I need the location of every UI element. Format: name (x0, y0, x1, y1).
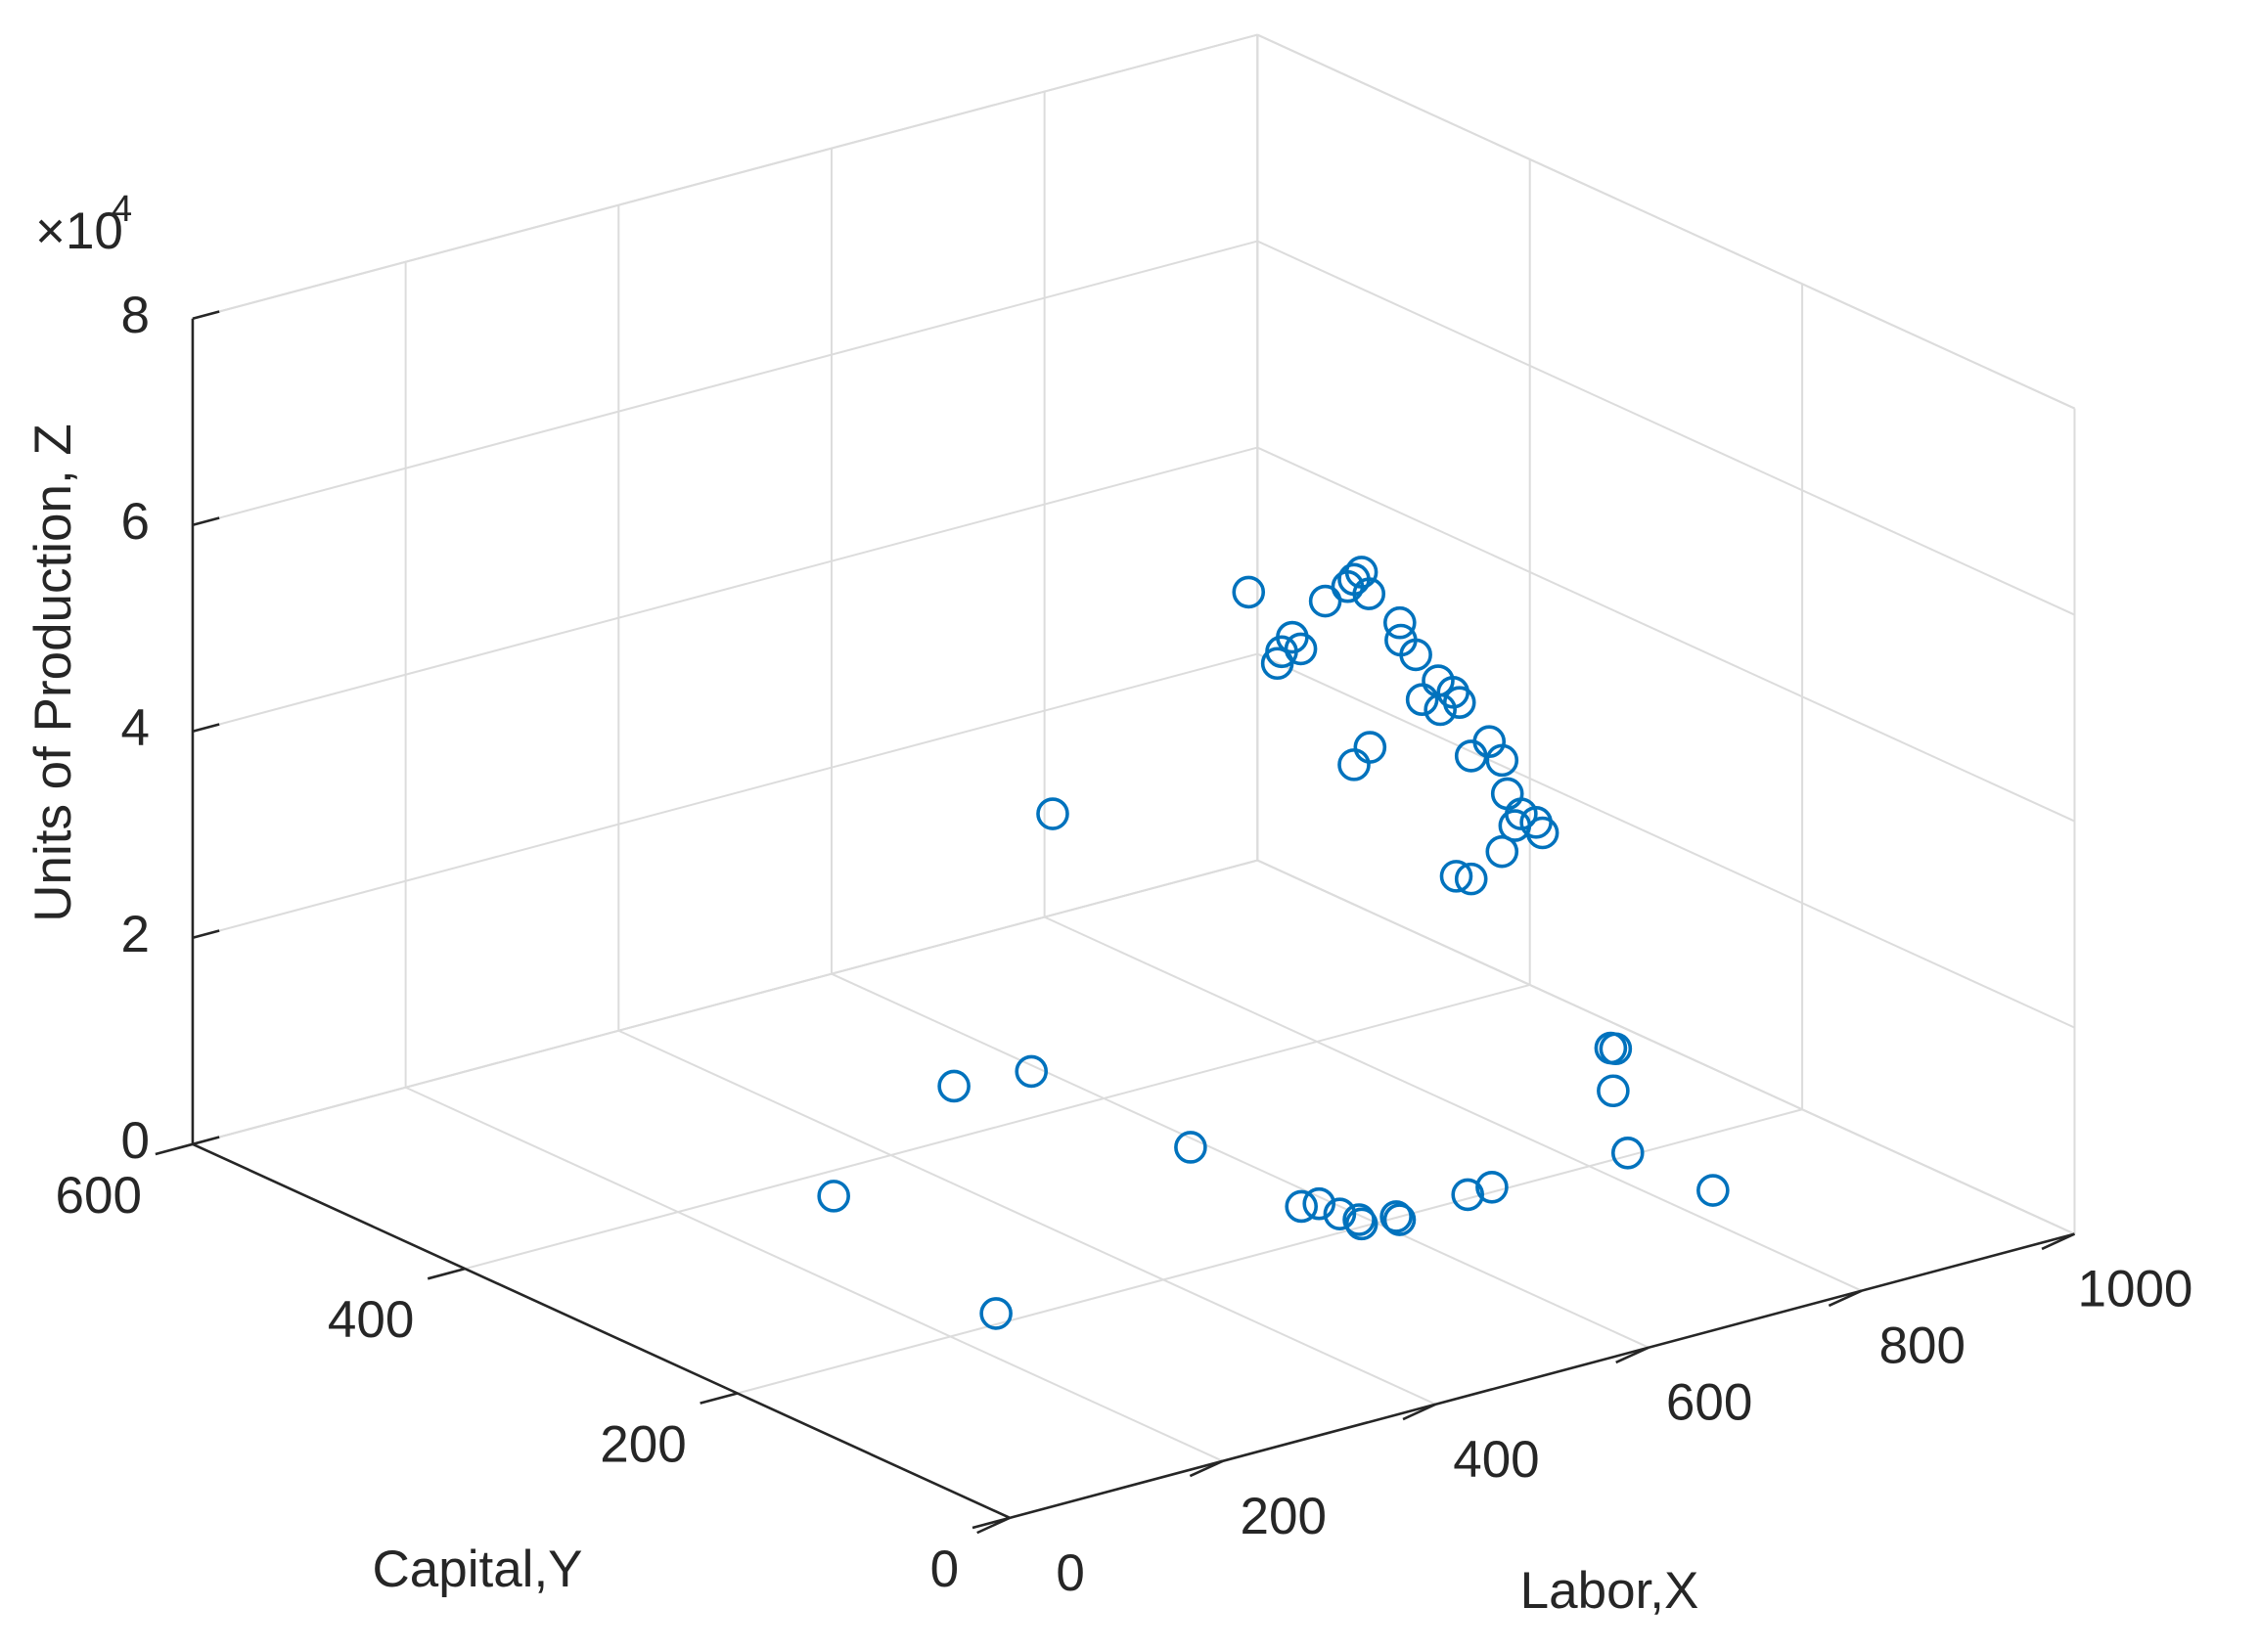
point (1439, 860, 1473, 893)
grid-line (192, 240, 1258, 526)
point (1490, 777, 1524, 811)
point (1485, 743, 1519, 778)
point (1405, 683, 1439, 716)
point (1597, 1074, 1630, 1108)
grid-line (192, 446, 1258, 733)
point (1696, 1174, 1730, 1207)
point (1525, 816, 1559, 850)
x-tick-label: 400 (1453, 1431, 1539, 1489)
grid-line (192, 652, 1258, 939)
grid-line (1256, 240, 2075, 616)
z-tick-label: 4 (120, 699, 149, 757)
point (1260, 647, 1294, 681)
point (1382, 605, 1417, 640)
z-tick (192, 310, 220, 321)
grid-line (405, 1086, 1224, 1462)
y-tick (155, 1142, 194, 1156)
points (817, 556, 1730, 1330)
y-tick-label: 400 (328, 1291, 414, 1349)
point (1451, 1178, 1485, 1212)
grid (191, 33, 2076, 1519)
point (1323, 1197, 1357, 1230)
z-axis-label: Units of Production, Z (24, 424, 82, 922)
point (1442, 686, 1476, 720)
z-tick-label: 0 (120, 1112, 149, 1170)
x-tick-label: 800 (1879, 1317, 1966, 1375)
y-tick-label: 200 (600, 1416, 686, 1474)
z-multiplier: ×10 (35, 202, 123, 260)
z-tick (192, 1136, 220, 1146)
y-axis-label: Capital,Y (372, 1540, 582, 1598)
point (1610, 1136, 1645, 1170)
grid-line (1256, 33, 2075, 410)
y-axis (192, 1142, 1011, 1520)
y-tick (972, 1516, 1011, 1530)
point (1454, 739, 1488, 773)
point (1174, 1131, 1207, 1164)
point (1308, 584, 1342, 618)
point (1424, 692, 1457, 727)
point (1475, 1171, 1509, 1204)
point (1353, 731, 1387, 764)
point (937, 1069, 971, 1103)
x-tick-label: 600 (1666, 1374, 1752, 1432)
point (1342, 1203, 1376, 1236)
point (1454, 862, 1488, 896)
x-tick-label: 0 (1056, 1544, 1084, 1602)
grid-line (465, 983, 1530, 1271)
z-tick-label: 8 (120, 287, 149, 344)
point (1344, 1207, 1379, 1241)
point (1337, 748, 1371, 781)
grid-line (1044, 915, 1863, 1292)
point (1015, 1054, 1049, 1089)
y-tick (427, 1267, 466, 1280)
point (1352, 577, 1386, 610)
point (1232, 575, 1266, 609)
x-tick-label: 1000 (2078, 1261, 2193, 1318)
x-axis-label: Labor,X (1520, 1562, 1699, 1620)
z-tick-label: 6 (120, 493, 149, 551)
point (1284, 632, 1318, 666)
grid-line (1256, 652, 2075, 1029)
grid-line (617, 1029, 1436, 1406)
z-tick (192, 516, 220, 527)
point (1485, 834, 1519, 869)
grid-line (1256, 859, 2075, 1235)
point (1382, 1203, 1417, 1236)
point (1399, 638, 1432, 672)
x-tick-label: 200 (1241, 1488, 1327, 1545)
z-tick-label: 2 (120, 906, 149, 963)
y-tick-label: 600 (56, 1167, 142, 1225)
grid-line (192, 33, 1258, 320)
z-tick (192, 723, 220, 734)
z-multiplier-power: 4 (112, 189, 132, 230)
point (817, 1180, 850, 1213)
point (1594, 1031, 1628, 1065)
grid-line (1256, 446, 2075, 823)
point (1379, 1200, 1413, 1233)
z-tick (192, 929, 220, 940)
x-axis (1009, 1232, 2075, 1520)
grid-line (192, 859, 1258, 1145)
point (1302, 1186, 1336, 1221)
y-tick (700, 1392, 739, 1405)
point (979, 1297, 1013, 1330)
point (1036, 797, 1069, 830)
grid-line (831, 972, 1650, 1349)
y-tick-label: 0 (930, 1540, 959, 1598)
point (1285, 1189, 1318, 1224)
grid-line (737, 1108, 1803, 1395)
